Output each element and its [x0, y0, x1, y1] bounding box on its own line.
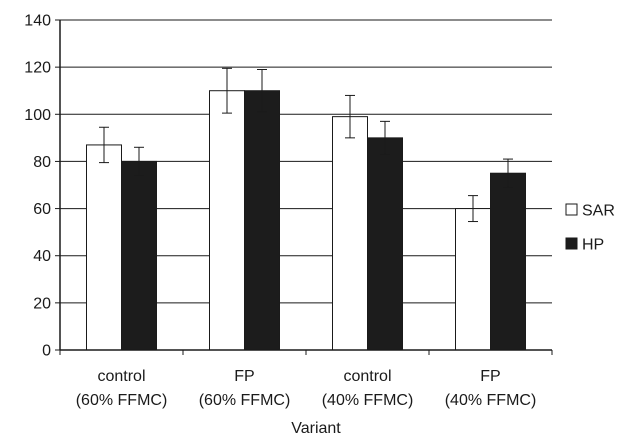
category-label: (40% FFMC) [322, 392, 414, 409]
bar-sar-3 [455, 208, 491, 351]
bars [86, 90, 526, 351]
y-tick-label: 120 [24, 60, 51, 77]
category-labels: control (60% FFMC) FP (60% FFMC) control (40%… [76, 368, 537, 409]
category-label: control [97, 368, 145, 385]
category-label: (40% FFMC) [445, 392, 537, 409]
y-tick-label: 100 [24, 107, 51, 124]
legend-swatch-hp [565, 237, 578, 250]
bar-hp-0 [121, 160, 157, 351]
bar-sar-2 [332, 116, 368, 351]
category-label: FP [480, 368, 500, 385]
y-tick-label: 0 [42, 343, 51, 360]
axes [55, 19, 553, 355]
category-label: (60% FFMC) [76, 392, 168, 409]
y-tick-label: 140 [24, 13, 51, 30]
category-label: control [343, 368, 391, 385]
bar-hp-1 [244, 90, 280, 351]
category-label: FP [234, 368, 254, 385]
x-axis-title: Variant [291, 420, 341, 437]
error-bars [99, 67, 513, 223]
y-tick-label: 40 [33, 248, 51, 265]
y-tick-label: 80 [33, 154, 51, 171]
legend-swatch-sar [565, 203, 578, 216]
y-tick-labels: 0 20 40 60 80 100 120 140 [24, 13, 51, 360]
legend: SAR HP [565, 203, 615, 254]
y-tick-label: 20 [33, 295, 51, 312]
bar-hp-3 [490, 172, 526, 351]
bar-hp-2 [367, 137, 403, 351]
legend-label-hp: HP [582, 237, 604, 254]
legend-label-sar: SAR [582, 203, 615, 220]
bar-sar-0 [86, 144, 122, 351]
bar-sar-1 [209, 90, 245, 351]
y-tick-label: 60 [33, 201, 51, 218]
category-label: (60% FFMC) [199, 392, 291, 409]
